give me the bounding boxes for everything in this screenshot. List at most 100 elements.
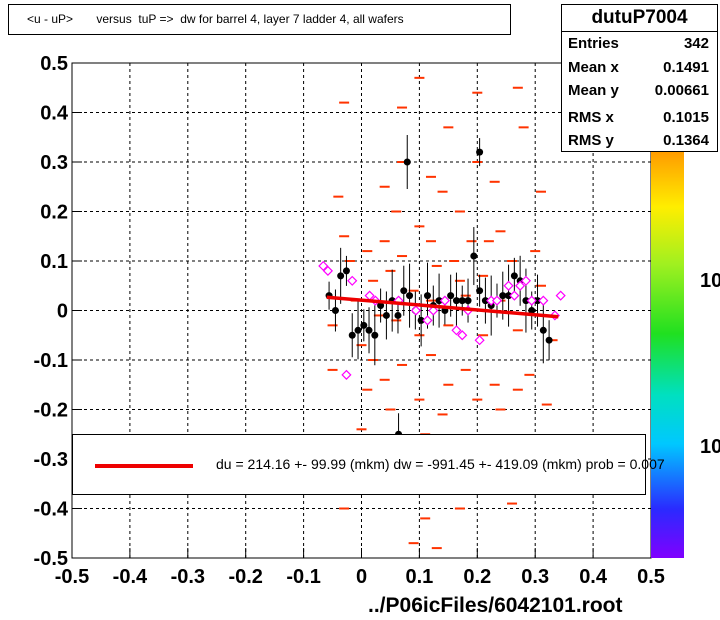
stats-label: Entries xyxy=(568,35,619,52)
hist-bin xyxy=(460,294,471,297)
profile-point xyxy=(464,297,472,305)
hist-bin xyxy=(425,175,436,178)
hist-bin xyxy=(431,264,442,267)
stats-label: Mean x xyxy=(568,59,619,76)
x-tick-label: -0.1 xyxy=(286,566,320,588)
hist-bin xyxy=(339,235,350,238)
open-point xyxy=(457,330,468,341)
hist-bin xyxy=(425,299,436,302)
hist-bin xyxy=(478,274,489,277)
profile-point xyxy=(452,297,460,305)
color-palette-bar xyxy=(651,150,684,558)
profile-point xyxy=(331,307,339,314)
x-tick-label: 0.1 xyxy=(405,566,433,588)
hist-bin xyxy=(437,413,448,416)
profile-point xyxy=(545,336,553,344)
hist-bin xyxy=(385,269,396,272)
y-tick-label: -0.4 xyxy=(34,499,69,521)
profile-point xyxy=(360,321,368,329)
palette-label-upper: 10 xyxy=(700,270,720,292)
profile-point xyxy=(348,331,356,339)
stats-row-mean-y: Mean y 0.00661 xyxy=(568,82,709,99)
stats-value: 0.1015 xyxy=(663,109,709,126)
hist-bin xyxy=(379,240,390,243)
hist-bin xyxy=(507,260,518,262)
hist-bin xyxy=(425,354,436,357)
x-tick-label: -0.4 xyxy=(113,566,148,588)
profile-point xyxy=(403,158,411,166)
hist-bin xyxy=(535,190,546,193)
hist-bin xyxy=(507,502,518,505)
hist-bin xyxy=(530,250,541,253)
profile-point xyxy=(522,297,530,305)
hist-bin xyxy=(489,180,500,183)
y-tick-label: -0.3 xyxy=(34,449,68,471)
stats-row-rms-x: RMS x 0.1015 xyxy=(568,109,709,126)
hist-bin xyxy=(368,279,379,282)
fit-legend: du = 214.16 +- 99.99 (mkm) dw = -991.45 … xyxy=(72,434,665,495)
hist-bin xyxy=(512,388,523,391)
hist-bin xyxy=(478,334,489,337)
profile-point xyxy=(476,287,484,295)
hist-bin xyxy=(449,260,460,262)
hist-bin xyxy=(437,190,448,193)
profile-point xyxy=(534,297,542,305)
hist-bin xyxy=(385,408,396,411)
hist-bin xyxy=(408,542,419,545)
hist-bin xyxy=(524,373,535,376)
hist-bin xyxy=(339,507,350,510)
hist-bin xyxy=(327,368,338,371)
hist-bin xyxy=(425,240,436,243)
hist-bin xyxy=(495,408,506,411)
hist-bin xyxy=(541,403,552,406)
hist-bin xyxy=(333,195,344,198)
y-tick-label: 0.3 xyxy=(40,152,68,174)
y-tick-label: -0.1 xyxy=(34,350,68,372)
open-point xyxy=(509,290,520,301)
profile-point xyxy=(342,267,350,275)
hist-bin xyxy=(420,517,431,520)
stats-value: 342 xyxy=(683,35,709,52)
profile-point xyxy=(354,326,362,334)
hist-bin xyxy=(344,260,355,262)
profile-point xyxy=(435,297,443,305)
open-point xyxy=(526,295,537,306)
profile-point xyxy=(424,292,432,300)
open-point xyxy=(503,280,514,291)
hist-bin xyxy=(460,368,471,371)
open-points xyxy=(318,260,566,380)
hist-bin xyxy=(512,329,523,332)
file-footer: ../P06icFiles/6042101.root xyxy=(368,594,623,617)
hist-bin xyxy=(356,428,367,431)
profile-point xyxy=(528,307,536,314)
open-point xyxy=(410,305,422,316)
profile-point xyxy=(476,148,484,156)
open-point xyxy=(439,295,450,306)
profile-point xyxy=(505,292,513,300)
stats-label: RMS x xyxy=(568,109,614,126)
x-tick-label: -0.2 xyxy=(228,566,262,588)
profile-point xyxy=(510,272,518,280)
profile-point xyxy=(499,292,507,300)
x-tick-label: 0.2 xyxy=(463,566,491,588)
hist-bin xyxy=(391,210,402,213)
x-tick-label: 0.3 xyxy=(521,566,549,588)
stats-value: 0.00661 xyxy=(654,82,709,99)
y-tick-label: -0.2 xyxy=(34,400,68,422)
open-point xyxy=(318,260,329,272)
open-point xyxy=(486,295,497,306)
hist-bin xyxy=(454,279,465,282)
x-tick-label: 0 xyxy=(356,566,367,588)
profile-point xyxy=(377,302,385,310)
hist-bin xyxy=(472,161,483,163)
open-point xyxy=(364,290,375,301)
open-point xyxy=(428,305,439,316)
profile-point xyxy=(470,252,478,260)
stats-row-rms-y: RMS y 0.1364 xyxy=(568,132,709,149)
grid-lines xyxy=(72,63,651,558)
hist-bin xyxy=(414,225,425,228)
profile-point xyxy=(365,326,373,334)
stats-row-mean-x: Mean x 0.1491 xyxy=(568,59,709,76)
open-point xyxy=(347,275,358,286)
profile-point xyxy=(417,316,425,324)
